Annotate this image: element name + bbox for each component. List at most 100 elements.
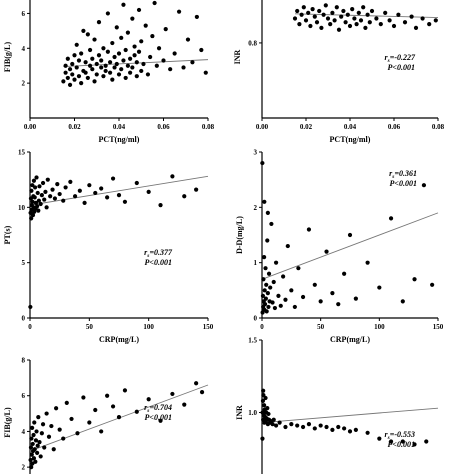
data-point [30, 425, 35, 430]
data-point [85, 32, 90, 37]
data-point [391, 23, 397, 29]
data-point [261, 388, 266, 393]
data-point [324, 249, 329, 254]
y-tick-label: 2 [22, 80, 26, 88]
data-point [128, 70, 133, 75]
y-tick-label: 2 [22, 464, 26, 472]
regression-line [261, 407, 439, 424]
data-point [112, 65, 117, 70]
data-point [341, 8, 346, 14]
data-point [32, 420, 37, 425]
data-point [318, 423, 323, 428]
data-point [312, 14, 317, 19]
data-point [37, 440, 42, 445]
panel-1: 0.00 0.02 0.04 0.06 0.08 2 4 6 PCT(ng/ml) FIB(g/L… [3, 0, 215, 144]
data-point [139, 39, 144, 44]
data-point [49, 423, 54, 429]
data-point [377, 436, 382, 441]
data-point [116, 193, 122, 198]
data-point [295, 8, 300, 14]
data-point [148, 54, 153, 60]
data-point [271, 279, 276, 285]
data-point [317, 8, 322, 14]
data-point [70, 72, 75, 77]
data-point [136, 7, 142, 13]
data-point [306, 227, 312, 232]
data-point [105, 49, 110, 54]
data-point [150, 33, 155, 39]
data-point [277, 420, 282, 425]
data-point [146, 189, 151, 194]
data-point [72, 53, 77, 58]
data-point [168, 67, 173, 72]
data-point [79, 51, 84, 56]
data-point [76, 74, 82, 79]
data-point [383, 10, 388, 15]
data-point [28, 445, 34, 450]
data-point [125, 30, 130, 35]
x-axis-title: PCT(ng/ml) [330, 135, 371, 144]
data-point [292, 304, 297, 310]
data-point [134, 409, 139, 414]
data-point [424, 439, 429, 444]
data-point [268, 285, 273, 290]
data-point [283, 297, 288, 302]
data-point [194, 187, 199, 192]
data-point [141, 61, 146, 67]
rs-annotation: rs=-0.227 [385, 53, 416, 64]
x-tick-label: 50 [317, 323, 325, 331]
data-point [110, 176, 116, 181]
data-point [347, 429, 353, 434]
rs-annotation: rs=0.377 [144, 248, 173, 259]
data-point [358, 18, 364, 23]
x-tick-label: 0.06 [157, 123, 170, 131]
data-point [412, 442, 417, 447]
data-point [99, 65, 104, 70]
data-point [270, 300, 275, 305]
y-axis-title: INR [235, 405, 244, 420]
data-point [94, 61, 99, 67]
data-point [276, 293, 281, 298]
data-point [334, 5, 339, 10]
data-point [93, 407, 98, 413]
data-point [39, 193, 44, 198]
data-point [273, 423, 279, 428]
data-point [119, 35, 124, 40]
data-point [87, 420, 92, 425]
data-point [33, 459, 38, 464]
data-point [181, 65, 186, 70]
data-point [50, 187, 55, 192]
data-point [30, 212, 36, 218]
data-point [430, 282, 435, 287]
data-point [61, 79, 66, 84]
data-point [300, 294, 306, 300]
data-point [262, 255, 267, 260]
data-point [92, 79, 97, 84]
data-point [388, 216, 394, 221]
data-point [146, 397, 151, 402]
x-tick-label: 0.08 [432, 123, 445, 131]
data-region [260, 160, 439, 315]
data-point [190, 60, 195, 65]
panel-2: 0.00 0.02 0.04 0.06 0.08 0.8 PCT(ng/ml) INR rs=-… [233, 0, 445, 144]
data-point [63, 70, 68, 75]
data-point [81, 395, 86, 400]
data-point [121, 2, 126, 7]
data-point [289, 288, 294, 293]
data-point [312, 282, 317, 287]
data-point [172, 51, 177, 56]
data-point [365, 430, 370, 435]
data-point [303, 18, 309, 23]
data-point [110, 77, 115, 82]
data-point [119, 67, 124, 72]
data-point [265, 210, 270, 215]
data-point [101, 46, 106, 51]
data-point [163, 27, 168, 32]
data-point [158, 203, 163, 208]
data-point [35, 204, 40, 209]
data-point [263, 296, 268, 301]
data-point [52, 196, 58, 201]
p-value-annotation: P<0.001 [390, 179, 417, 188]
